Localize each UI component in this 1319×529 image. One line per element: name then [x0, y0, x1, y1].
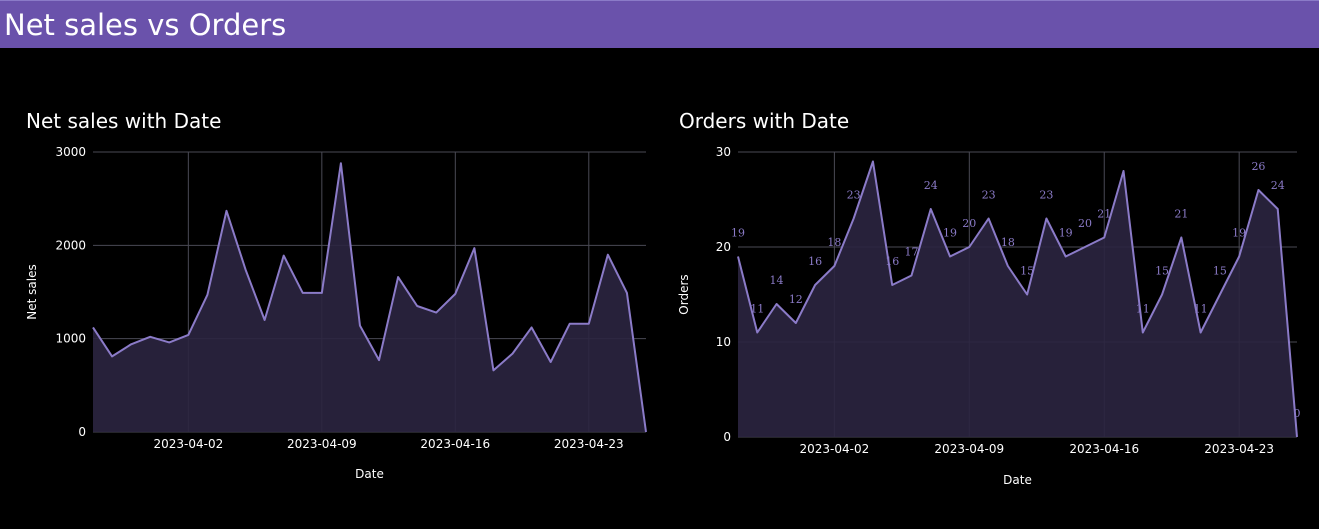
data-label: 23	[1039, 189, 1053, 202]
x-tick-label: 2023-04-16	[420, 437, 490, 451]
data-label: 23	[982, 189, 996, 202]
y-tick-label: 0	[723, 430, 731, 444]
y-tick-label: 0	[78, 425, 86, 439]
y-tick-label: 10	[716, 335, 731, 349]
data-label: 12	[789, 293, 803, 306]
data-label: 19	[1059, 227, 1073, 240]
data-label: 11	[750, 303, 764, 316]
data-label: 19	[731, 227, 745, 240]
y-tick-label: 3000	[55, 145, 86, 159]
data-label: 18	[1001, 236, 1015, 249]
orders-chart-title: Orders with Date	[679, 109, 850, 133]
x-tick-label: 2023-04-23	[554, 437, 624, 451]
y-axis-title: Net sales	[25, 264, 39, 319]
series-line	[737, 160, 1298, 438]
data-label: 21	[1097, 208, 1111, 221]
x-tick-label: 2023-04-09	[287, 437, 357, 451]
data-label: 20	[1078, 217, 1092, 230]
x-axis-title: Date	[355, 467, 384, 481]
y-tick-label: 1000	[55, 332, 86, 346]
data-label: 17	[904, 246, 918, 259]
data-label: 11	[1136, 303, 1150, 316]
x-tick-label: 2023-04-16	[1069, 442, 1139, 456]
page-header: Net sales vs Orders	[0, 0, 1319, 48]
series-line	[92, 162, 647, 433]
data-label: 15	[1020, 265, 1034, 278]
x-tick-label: 2023-04-23	[1204, 442, 1274, 456]
x-tick-label: 2023-04-02	[800, 442, 870, 456]
series-area	[93, 163, 646, 432]
data-label: 24	[924, 179, 938, 192]
x-axis-title: Date	[1003, 473, 1032, 487]
data-label: 23	[847, 189, 861, 202]
data-label: 15	[1155, 265, 1169, 278]
data-label: 20	[962, 217, 976, 230]
y-axis-title: Orders	[677, 274, 691, 314]
data-label: 16	[885, 255, 899, 268]
y-tick-label: 20	[716, 240, 731, 254]
page-title: Net sales vs Orders	[4, 8, 287, 42]
y-tick-label: 2000	[55, 238, 86, 252]
data-label: 26	[1251, 160, 1265, 173]
data-label: 14	[770, 274, 784, 287]
data-label: 19	[1232, 227, 1246, 240]
data-label: 21	[1174, 208, 1188, 221]
net-sales-chart-title: Net sales with Date	[26, 109, 222, 133]
data-label: 24	[1271, 179, 1285, 192]
data-label: 19	[943, 227, 957, 240]
series-area	[738, 161, 1297, 437]
y-tick-label: 30	[716, 145, 731, 159]
data-label: 0	[1294, 407, 1301, 420]
data-label: 11	[1194, 303, 1208, 316]
x-tick-label: 2023-04-09	[934, 442, 1004, 456]
x-tick-label: 2023-04-02	[153, 437, 223, 451]
data-label: 18	[827, 236, 841, 249]
data-label: 16	[808, 255, 822, 268]
data-label: 15	[1213, 265, 1227, 278]
